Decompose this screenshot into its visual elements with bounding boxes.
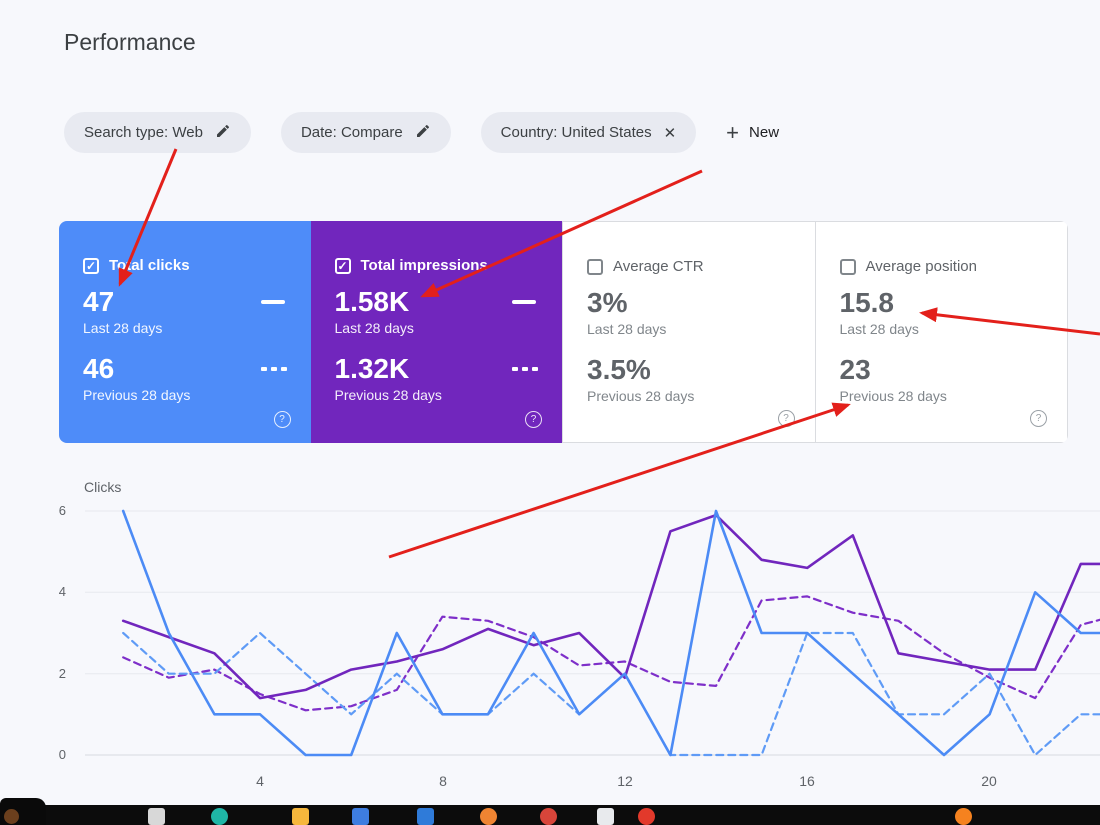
metric-previous-value: 23 <box>839 354 871 385</box>
new-filter-button[interactable]: + New <box>726 119 780 145</box>
x-tick-label: 16 <box>799 773 815 789</box>
metric-previous-value: 1.32K <box>334 353 410 384</box>
checkbox-checked-icon[interactable]: ✓ <box>83 257 99 274</box>
metric-current-value: 1.58K <box>334 286 410 317</box>
metric-label: Average position <box>865 258 977 275</box>
dashed-line-legend-icon <box>260 367 287 371</box>
filter-chip-label: Country: United States <box>500 124 652 141</box>
metric-card-average-ctr[interactable]: Average CTR 3% Last 28 days 3.5% Previou… <box>562 221 816 443</box>
taskbar-app-icon-4[interactable] <box>352 808 369 825</box>
taskbar-app-icon-7[interactable] <box>540 808 557 825</box>
taskbar-app-icon-6[interactable] <box>480 808 497 825</box>
metric-current-period: Last 28 days <box>839 321 919 337</box>
edit-icon[interactable] <box>215 123 231 143</box>
card-header: Average position <box>839 258 1046 275</box>
metric-current-value: 15.8 <box>839 287 895 318</box>
filter-chip-label: Search type: Web <box>84 124 203 141</box>
filter-chip-label: Date: Compare <box>300 124 403 141</box>
chart-plot-area[interactable] <box>85 500 1100 756</box>
close-icon[interactable]: ✕ <box>663 124 677 142</box>
chart-y-axis-title: Clicks <box>84 479 122 495</box>
metric-label: Total impressions <box>360 257 488 274</box>
metric-previous-period: Previous 28 days <box>587 388 695 404</box>
checkbox-unchecked-icon[interactable] <box>587 258 603 275</box>
x-tick-label: 4 <box>256 773 264 789</box>
plus-icon: + <box>726 119 740 145</box>
solid-line-legend-icon <box>512 300 536 304</box>
metric-previous-value: 3.5% <box>587 354 651 385</box>
edit-icon[interactable] <box>415 123 431 143</box>
help-icon[interactable]: ? <box>1030 410 1047 427</box>
filter-chip-date[interactable]: Date: Compare <box>280 112 451 153</box>
y-tick-label: 0 <box>58 747 66 762</box>
metric-cards-row: ✓ Total clicks 47 Last 28 days 46 Previo… <box>59 221 1068 443</box>
taskbar-app-icon-1[interactable] <box>148 808 165 825</box>
help-icon[interactable]: ? <box>777 410 795 427</box>
metric-previous-period: Previous 28 days <box>334 387 442 403</box>
y-tick-label: 4 <box>58 584 66 599</box>
x-tick-label: 12 <box>617 773 633 789</box>
solid-line-legend-icon <box>260 300 285 304</box>
metric-current-period: Last 28 days <box>83 320 163 336</box>
taskbar-app-icon-2[interactable] <box>211 808 228 825</box>
dashed-line-legend-icon <box>512 367 538 371</box>
taskbar-corner-app-icon[interactable] <box>0 798 46 825</box>
taskbar-app-icon-10[interactable] <box>955 808 972 825</box>
metric-current-value: 47 <box>83 286 115 317</box>
card-header: ✓ Total impressions <box>334 257 541 274</box>
metric-label: Total clicks <box>109 257 190 274</box>
metric-label: Average CTR <box>613 258 704 275</box>
checkbox-unchecked-icon[interactable] <box>839 258 856 275</box>
metric-previous-value: 46 <box>83 353 115 384</box>
y-tick-label: 6 <box>58 503 66 518</box>
metric-card-total-clicks[interactable]: ✓ Total clicks 47 Last 28 days 46 Previo… <box>59 221 311 443</box>
y-tick-label: 2 <box>58 666 66 681</box>
checkbox-checked-icon[interactable]: ✓ <box>334 257 351 274</box>
metric-current-period: Last 28 days <box>587 321 667 337</box>
metric-card-average-position[interactable]: Average position 15.8 Last 28 days 23 Pr… <box>815 221 1068 443</box>
new-filter-label: New <box>749 124 780 141</box>
card-header: ✓ Total clicks <box>83 257 289 274</box>
metric-card-total-impressions[interactable]: ✓ Total impressions 1.58K Last 28 days 1… <box>310 221 562 443</box>
filter-chip-country[interactable]: Country: United States ✕ <box>480 112 697 153</box>
metric-previous-period: Previous 28 days <box>839 388 947 404</box>
metric-previous-period: Previous 28 days <box>83 387 191 403</box>
taskbar-app-icon-8[interactable] <box>597 808 614 825</box>
metric-current-period: Last 28 days <box>334 320 414 336</box>
taskbar-app-icon-5[interactable] <box>417 808 434 825</box>
check-mark: ✓ <box>85 258 97 273</box>
filter-bar: Search type: Web Date: Compare Country: … <box>64 112 779 153</box>
taskbar <box>0 805 1100 825</box>
metric-current-value: 3% <box>587 287 628 318</box>
help-icon[interactable]: ? <box>525 411 542 428</box>
card-header: Average CTR <box>587 258 793 275</box>
taskbar-app-icon-9[interactable] <box>638 808 655 825</box>
page-title: Performance <box>64 29 196 55</box>
check-mark: ✓ <box>337 258 348 273</box>
x-tick-label: 20 <box>981 773 997 789</box>
x-tick-label: 8 <box>439 773 447 789</box>
filter-chip-search-type[interactable]: Search type: Web <box>64 112 251 153</box>
help-icon[interactable]: ? <box>273 411 291 428</box>
taskbar-app-icon-3[interactable] <box>292 808 309 825</box>
